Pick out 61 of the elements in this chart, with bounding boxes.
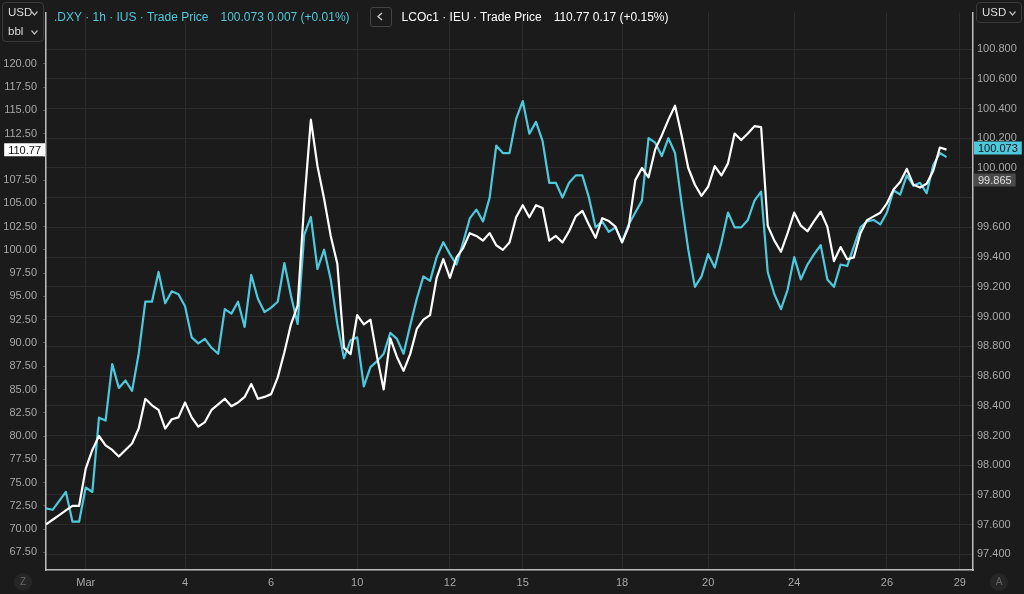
y2-tick-label: 98.800 xyxy=(977,339,1011,352)
x-tick-label: 20 xyxy=(702,575,715,588)
y2-tick-label: 97.600 xyxy=(977,517,1011,530)
x-tick-label: 6 xyxy=(268,575,275,588)
y2-tick-label: 99.600 xyxy=(977,220,1011,233)
y-tick-label: 117.50 xyxy=(4,80,37,93)
y-tick-label: 105.00 xyxy=(3,196,37,209)
text: LCOc1 · IEU · Trade Price xyxy=(401,10,542,24)
x-tick-label: 24 xyxy=(788,575,801,588)
y-tick-label: 85.00 xyxy=(9,382,37,395)
y-tick-label: 87.50 xyxy=(9,359,37,372)
y-tick-label: 75.00 xyxy=(9,475,37,488)
x-tick-label: 10 xyxy=(351,575,364,588)
x-tick-label: 12 xyxy=(443,575,457,588)
annotation: 110.77 xyxy=(8,143,41,156)
text: 100.073 xyxy=(978,142,1018,155)
y-tick-label: 72.50 xyxy=(9,498,37,511)
annotation: 100.073 0.007 (+0.01%) xyxy=(220,10,350,24)
x-tick-label: 26 xyxy=(880,575,894,588)
text: .DXY · 1h · IUS · Trade Price xyxy=(54,10,209,24)
y2-tick-label: 99.400 xyxy=(977,250,1011,263)
y-tick-label: 115.00 xyxy=(4,103,37,116)
y-tick-label: 67.50 xyxy=(9,545,37,558)
y-tick-label: 97.50 xyxy=(9,266,37,279)
y-tick-label: 112.50 xyxy=(4,126,37,139)
text: Z xyxy=(14,573,32,591)
y2-tick-label: 100.800 xyxy=(977,42,1017,55)
y-tick-label: 80.00 xyxy=(9,429,37,442)
y2-tick-label: 97.800 xyxy=(977,487,1011,500)
y-tick-label: 95.00 xyxy=(9,289,37,302)
y-tick-label: 90.00 xyxy=(9,335,37,348)
y2-axis-title: USD xyxy=(977,3,1021,22)
y-tick-label: 82.50 xyxy=(9,405,37,418)
y-tick-label: 70.00 xyxy=(9,522,37,535)
x-tick-label: Mar xyxy=(76,575,96,588)
text: 99.865 xyxy=(978,174,1012,187)
text: A xyxy=(990,573,1008,591)
annotation: 110.77 0.17 (+0.15%) xyxy=(553,10,669,24)
x-tick-label: 29 xyxy=(953,575,966,588)
y2-tick-label: 100.400 xyxy=(977,101,1017,114)
y-tick-label: 92.50 xyxy=(9,312,37,325)
x-tick-label: 15 xyxy=(516,575,529,588)
y-tick-label: 100.00 xyxy=(3,242,37,255)
y-tick-label: 77.50 xyxy=(9,452,37,465)
y2-tick-label: 98.200 xyxy=(977,428,1011,441)
y-tick-label: 120.00 xyxy=(3,56,37,69)
x-tick-label: 18 xyxy=(615,575,629,588)
y2-tick-label: 97.400 xyxy=(977,547,1011,560)
y-tick-label: 102.50 xyxy=(3,219,37,232)
y-tick-label: 107.50 xyxy=(3,173,37,186)
y2-tick-label: 99.000 xyxy=(977,309,1011,322)
y2-tick-label: 98.600 xyxy=(977,369,1011,382)
text: bbl xyxy=(7,24,25,39)
y2-tick-label: 100.600 xyxy=(977,71,1017,84)
y2-tick-label: 100.000 xyxy=(977,160,1017,173)
y2-tick-label: 98.000 xyxy=(977,458,1011,471)
y-axis-title: USD xyxy=(7,5,34,20)
x-tick-label: 4 xyxy=(181,575,189,588)
y2-tick-label: 100.200 xyxy=(977,131,1017,144)
y2-tick-label: 99.200 xyxy=(977,279,1011,292)
y2-tick-label: 98.400 xyxy=(977,398,1011,411)
